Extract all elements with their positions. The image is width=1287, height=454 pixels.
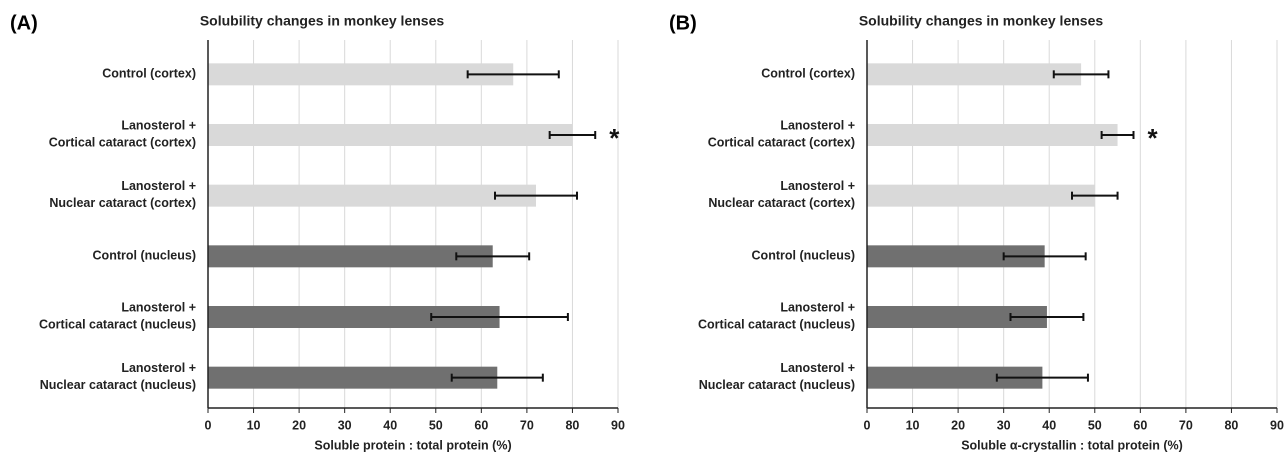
bar xyxy=(867,63,1082,86)
bar xyxy=(208,366,498,389)
bar xyxy=(208,124,573,146)
y-tick-label-line: Cortical cataract (nucleus) xyxy=(698,318,855,332)
bar xyxy=(208,245,493,268)
y-tick-label: Lanosterol + Nuclear cataract (cortex) xyxy=(49,179,196,210)
bar xyxy=(867,245,1045,268)
y-tick-label-line: Lanosterol + xyxy=(780,301,855,315)
y-tick-label: Control (nucleus) xyxy=(752,249,855,263)
chart-title: Solubility changes in monkey lenses xyxy=(859,13,1104,29)
x-tick-label: 80 xyxy=(565,418,579,432)
panel-label: (B) xyxy=(669,12,697,34)
panel-label: (A) xyxy=(10,12,38,34)
x-tick-label: 30 xyxy=(338,418,352,432)
x-tick-label: 90 xyxy=(1270,418,1284,432)
y-tick-label-line: Nuclear cataract (nucleus) xyxy=(699,378,855,392)
x-tick-label: 60 xyxy=(1133,418,1147,432)
y-tick-label-line: Control (nucleus) xyxy=(93,249,196,263)
y-tick-label: Lanosterol + Nuclear cataract (nucleus) xyxy=(699,361,855,392)
y-tick-label: Lanosterol + Cortical cataract (nucleus) xyxy=(39,301,196,332)
y-tick-label-line: Control (nucleus) xyxy=(752,249,855,263)
y-tick-label: Lanosterol + Cortical cataract (nucleus) xyxy=(698,301,855,332)
y-tick-label: Lanosterol + Nuclear cataract (cortex) xyxy=(708,179,855,210)
x-tick-label: 40 xyxy=(383,418,397,432)
x-tick-label: 60 xyxy=(474,418,488,432)
y-tick-label: Control (cortex) xyxy=(761,67,855,81)
y-tick-label-line: Control (cortex) xyxy=(102,67,196,81)
x-tick-label: 90 xyxy=(611,418,625,432)
y-tick-label-line: Control (cortex) xyxy=(761,67,855,81)
bar xyxy=(867,306,1047,328)
y-tick-label: Control (nucleus) xyxy=(93,249,196,263)
x-tick-label: 20 xyxy=(292,418,306,432)
x-tick-label: 10 xyxy=(247,418,261,432)
y-tick-label-line: Lanosterol + xyxy=(780,361,855,375)
y-tick-label-line: Cortical cataract (cortex) xyxy=(708,136,855,150)
chart-title: Solubility changes in monkey lenses xyxy=(200,13,445,29)
x-axis-label: Soluble α-crystallin : total protein (%) xyxy=(961,438,1183,452)
bar xyxy=(208,63,514,86)
x-axis-label: Soluble protein : total protein (%) xyxy=(314,438,511,452)
bar xyxy=(867,184,1095,207)
y-tick-label: Control (cortex) xyxy=(102,67,196,81)
bar xyxy=(867,124,1118,146)
bar xyxy=(208,184,536,207)
x-tick-label: 50 xyxy=(429,418,443,432)
y-tick-label-line: Lanosterol + xyxy=(121,301,196,315)
y-tick-label-line: Lanosterol + xyxy=(780,179,855,193)
y-tick-label-line: Lanosterol + xyxy=(121,119,196,133)
x-tick-label: 0 xyxy=(205,418,212,432)
y-tick-label-line: Lanosterol + xyxy=(780,119,855,133)
significance-mark: * xyxy=(1148,123,1159,153)
y-tick-label-line: Cortical cataract (nucleus) xyxy=(39,318,196,332)
bar xyxy=(867,366,1043,389)
chart-panel: (A) Solubility changes in monkey lenses 0 1… xyxy=(10,12,625,452)
x-tick-label: 70 xyxy=(520,418,534,432)
y-tick-label-line: Lanosterol + xyxy=(121,179,196,193)
x-tick-label: 10 xyxy=(906,418,920,432)
bar xyxy=(208,306,500,328)
y-tick-label: Lanosterol + Cortical cataract (cortex) xyxy=(708,119,855,150)
chart-panel: (B) Solubility changes in monkey lenses 0 1… xyxy=(669,12,1284,452)
y-tick-label-line: Nuclear cataract (cortex) xyxy=(708,196,855,210)
x-tick-label: 40 xyxy=(1042,418,1056,432)
y-tick-label-line: Nuclear cataract (cortex) xyxy=(49,196,196,210)
x-tick-label: 0 xyxy=(864,418,871,432)
y-tick-label-line: Lanosterol + xyxy=(121,361,196,375)
y-tick-label-line: Nuclear cataract (nucleus) xyxy=(40,378,196,392)
x-tick-label: 80 xyxy=(1224,418,1238,432)
x-tick-label: 50 xyxy=(1088,418,1102,432)
x-tick-label: 20 xyxy=(951,418,965,432)
y-tick-label: Lanosterol + Cortical cataract (cortex) xyxy=(49,119,196,150)
y-tick-label: Lanosterol + Nuclear cataract (nucleus) xyxy=(40,361,196,392)
x-tick-label: 70 xyxy=(1179,418,1193,432)
x-tick-label: 30 xyxy=(997,418,1011,432)
significance-mark: * xyxy=(609,123,620,153)
y-tick-label-line: Cortical cataract (cortex) xyxy=(49,136,196,150)
